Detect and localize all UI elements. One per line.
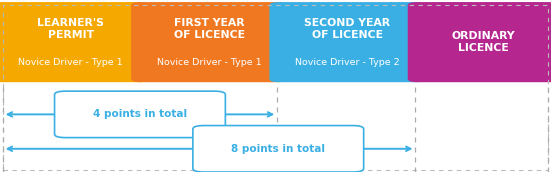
Text: 8 points in total: 8 points in total [231, 144, 325, 154]
Text: Novice Driver - Type 2: Novice Driver - Type 2 [295, 58, 399, 67]
FancyBboxPatch shape [55, 91, 225, 138]
FancyBboxPatch shape [0, 2, 149, 82]
FancyBboxPatch shape [131, 2, 287, 82]
Text: FIRST YEAR
OF LICENCE: FIRST YEAR OF LICENCE [174, 18, 245, 40]
FancyBboxPatch shape [269, 2, 425, 82]
Text: ORDINARY
LICENCE: ORDINARY LICENCE [451, 31, 515, 53]
FancyBboxPatch shape [408, 2, 551, 82]
Text: LEARNER'S
PERMIT: LEARNER'S PERMIT [37, 18, 104, 40]
Text: Novice Driver - Type 1: Novice Driver - Type 1 [19, 58, 123, 67]
FancyBboxPatch shape [193, 126, 364, 172]
Text: 4 points in total: 4 points in total [93, 109, 187, 119]
Text: Novice Driver - Type 1: Novice Driver - Type 1 [157, 58, 261, 67]
Text: SECOND YEAR
OF LICENCE: SECOND YEAR OF LICENCE [304, 18, 391, 40]
